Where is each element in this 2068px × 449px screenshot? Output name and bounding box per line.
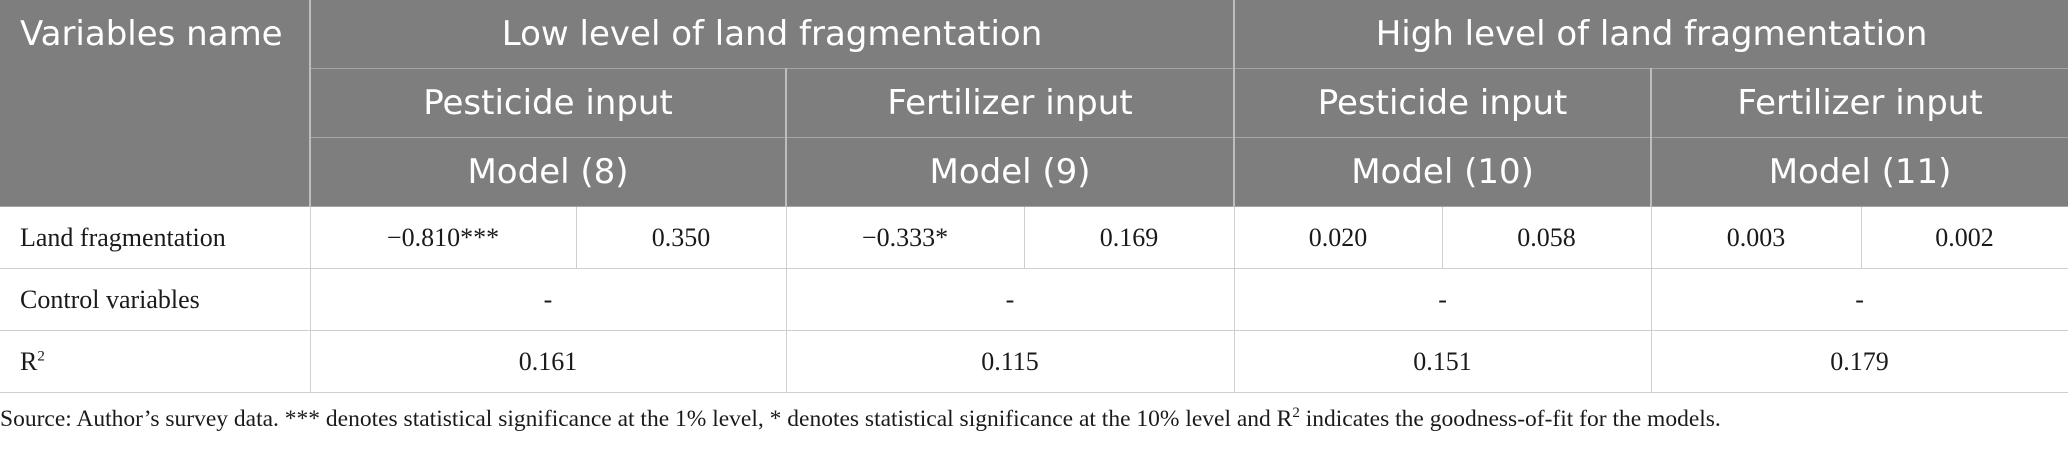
- cell-m8-standard-error: 0.350: [576, 206, 787, 269]
- row-label-land-fragmentation: Land fragmentation: [0, 206, 311, 269]
- cell-m10-coefficient: 0.020: [1234, 206, 1443, 269]
- table-footnote: Source: Author’s survey data. *** denote…: [0, 406, 2068, 433]
- cell-m9-control: -: [786, 268, 1235, 331]
- cell-m9-r-squared: 0.115: [786, 330, 1235, 393]
- table-header: Variables name Low level of land fragmen…: [0, 0, 2068, 207]
- footnote-text-before: Source: Author’s survey data. *** denote…: [0, 406, 1293, 432]
- header-model-10: Model (10): [1234, 137, 1653, 207]
- table-row-control-variables: Control variables - - - -: [0, 268, 2068, 331]
- header-low-fertilizer: Fertilizer input: [786, 68, 1236, 138]
- row-label-control-variables: Control variables: [0, 268, 311, 331]
- cell-m11-control: -: [1651, 268, 2068, 331]
- cell-m9-standard-error: 0.169: [1024, 206, 1235, 269]
- header-high-pesticide: Pesticide input: [1234, 68, 1653, 138]
- cell-m11-coefficient: 0.003: [1651, 206, 1862, 269]
- row-label-r-squared: R2: [0, 330, 311, 393]
- cell-m11-standard-error: 0.002: [1861, 206, 2068, 269]
- header-row-groups: Variables name Low level of land fragmen…: [0, 0, 2068, 207]
- r-squared-superscript: 2: [37, 347, 45, 364]
- header-model-9: Model (9): [786, 137, 1236, 207]
- header-group-high: High level of land fragmentation: [1234, 0, 2068, 69]
- table-row-r-squared: R2 0.161 0.115 0.151 0.179: [0, 330, 2068, 393]
- table-row-land-fragmentation: Land fragmentation −0.810*** 0.350 −0.33…: [0, 206, 2068, 269]
- cell-m10-control: -: [1234, 268, 1652, 331]
- cell-m8-r-squared: 0.161: [310, 330, 787, 393]
- cell-m8-control: -: [310, 268, 787, 331]
- table-body: Land fragmentation −0.810*** 0.350 −0.33…: [0, 206, 2068, 393]
- header-row-inputs: Pesticide input Fertilizer input Pestici…: [0, 68, 2068, 138]
- footnote-superscript: 2: [1292, 405, 1300, 422]
- header-group-low: Low level of land fragmentation: [310, 0, 1236, 69]
- header-model-8: Model (8): [310, 137, 787, 207]
- footnote-text-after: indicates the goodness-of-fit for the mo…: [1299, 406, 1721, 432]
- header-high-fertilizer: Fertilizer input: [1651, 68, 2068, 138]
- regression-table: Variables name Low level of land fragmen…: [0, 0, 2068, 393]
- cell-m8-coefficient: −0.810***: [310, 206, 577, 269]
- header-variables-name: Variables name: [0, 0, 311, 207]
- cell-m11-r-squared: 0.179: [1651, 330, 2068, 393]
- cell-m9-coefficient: −0.333*: [786, 206, 1025, 269]
- header-row-models: Model (8) Model (9) Model (10) Model (11…: [0, 137, 2068, 207]
- header-low-pesticide: Pesticide input: [310, 68, 787, 138]
- cell-m10-standard-error: 0.058: [1442, 206, 1652, 269]
- cell-m10-r-squared: 0.151: [1234, 330, 1652, 393]
- header-model-11: Model (11): [1651, 137, 2068, 207]
- r-squared-letter: R: [20, 346, 38, 376]
